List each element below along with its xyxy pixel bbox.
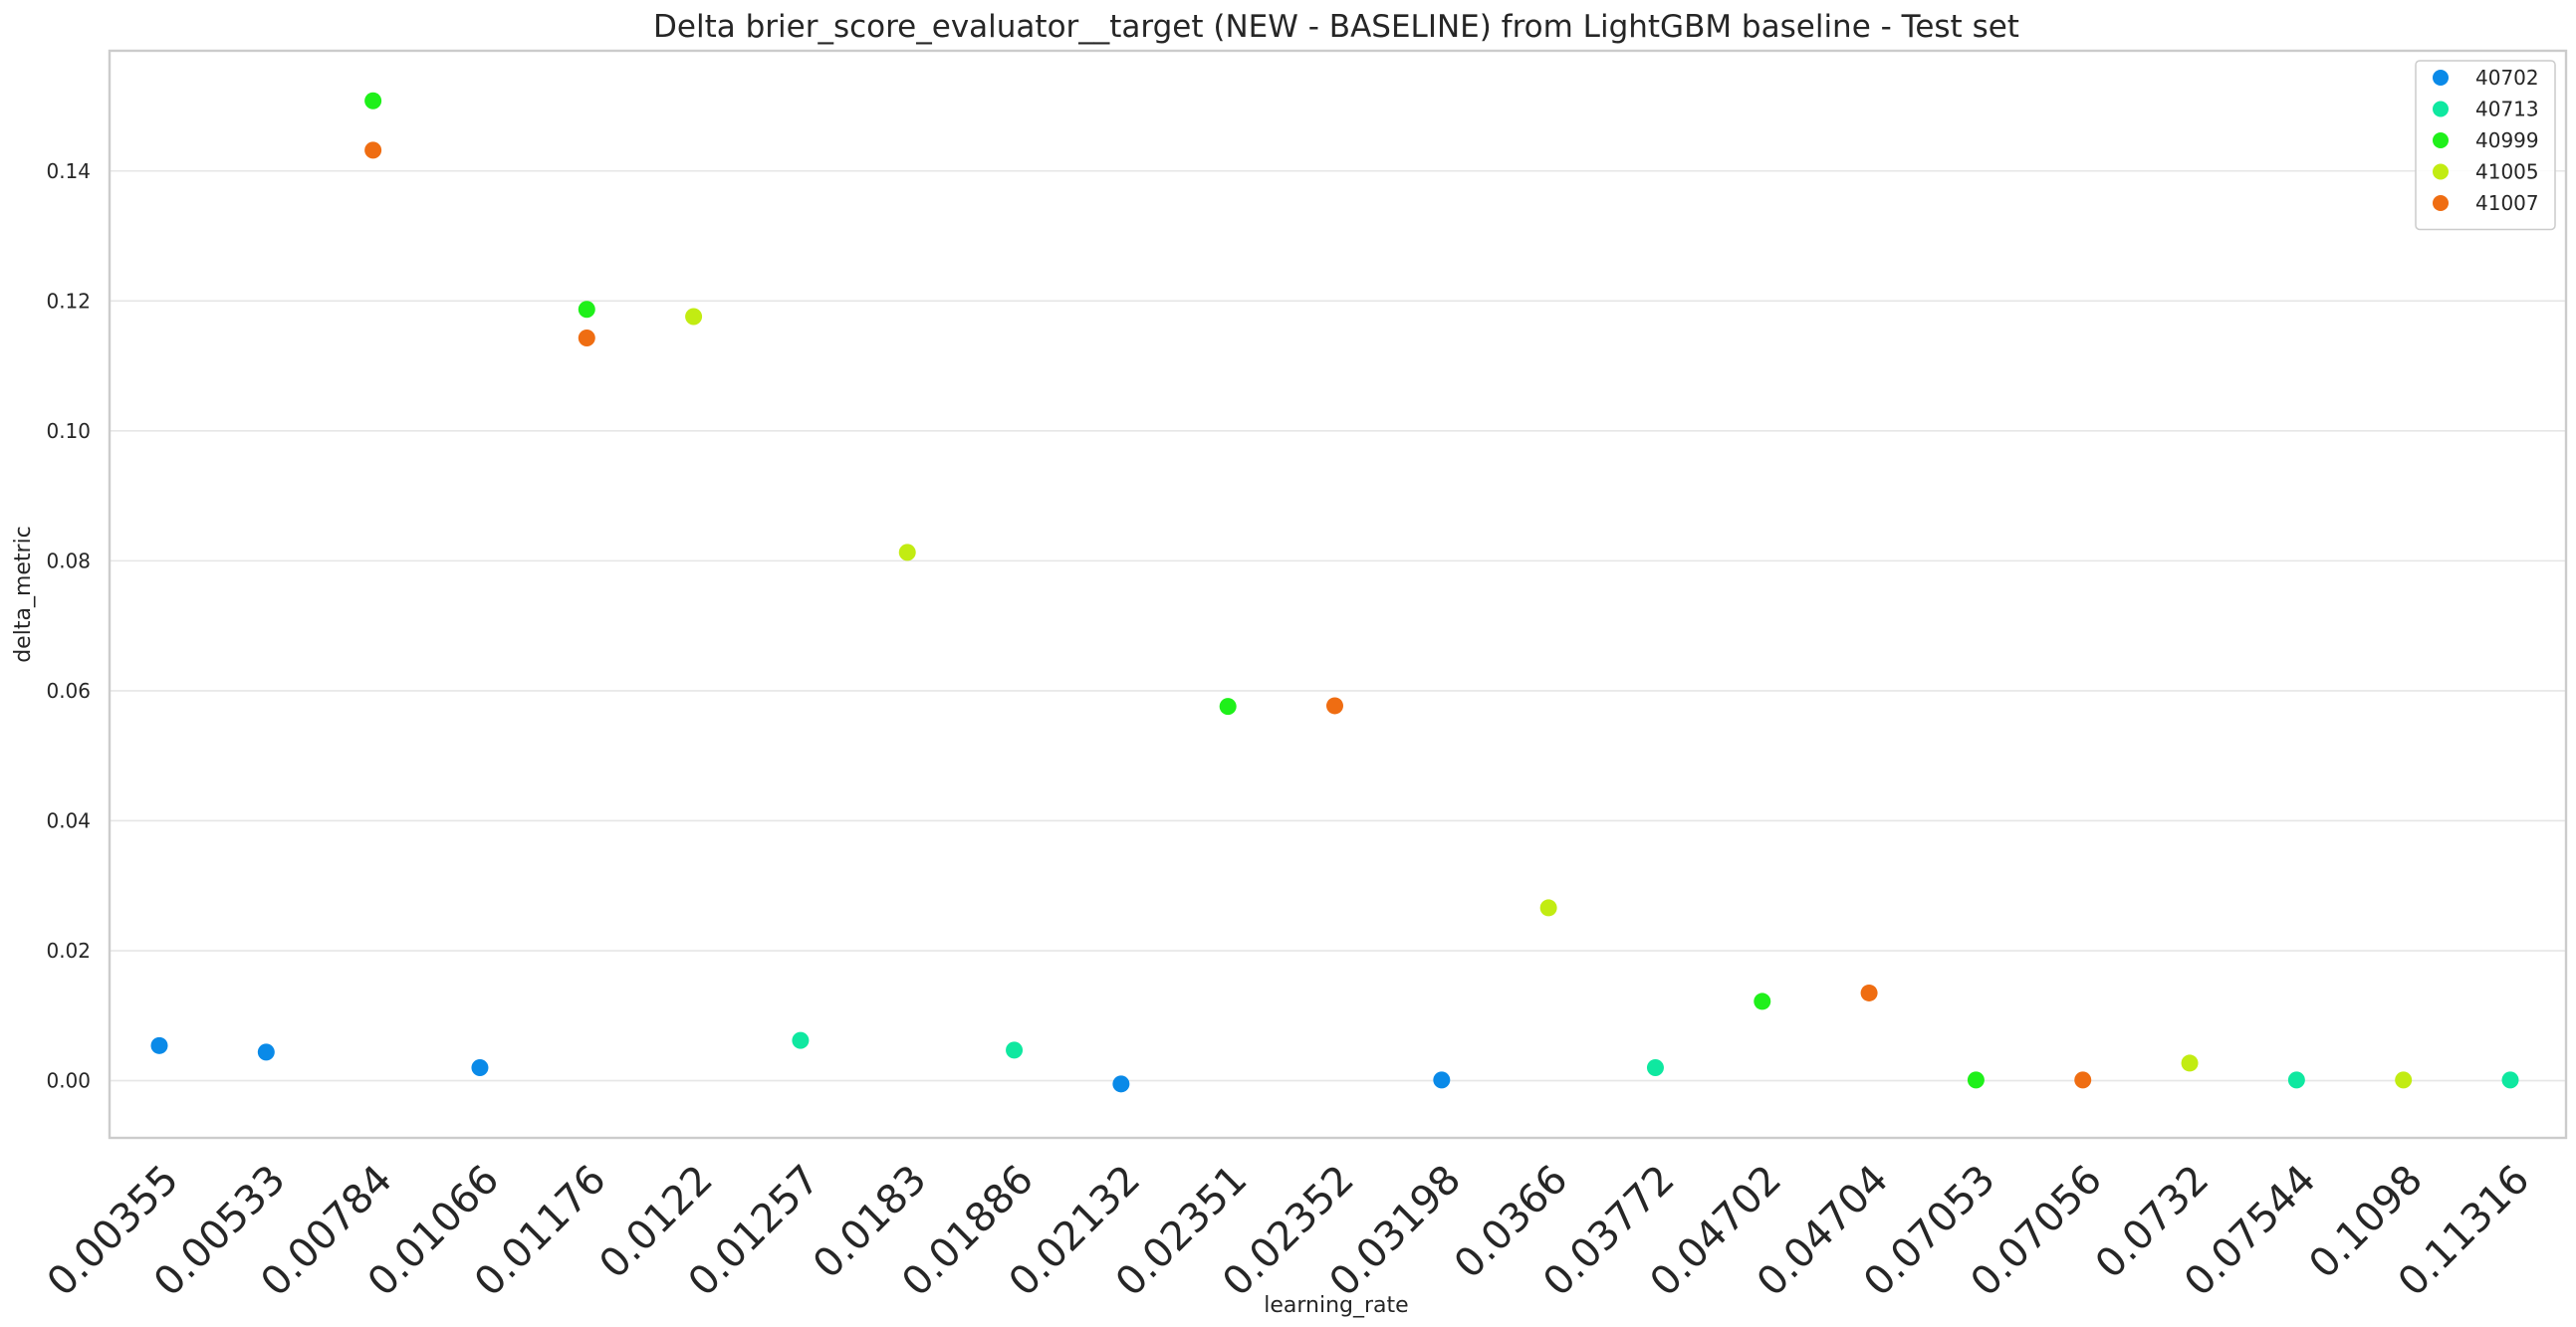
data-point-40713 <box>2501 1071 2519 1089</box>
data-point-41005 <box>1539 899 1557 917</box>
data-point-41007 <box>1860 984 1878 1001</box>
y-tick-label: 0.10 <box>46 419 91 443</box>
y-tick-label: 0.12 <box>46 289 91 313</box>
data-point-40702 <box>471 1059 489 1077</box>
data-point-40713 <box>1006 1041 1024 1059</box>
x-axis: 0.003550.005330.007840.010660.011760.012… <box>39 1157 2538 1305</box>
data-point-40999 <box>1967 1071 1985 1089</box>
data-point-41007 <box>2074 1071 2092 1089</box>
legend-marker <box>2433 195 2449 211</box>
data-point-40702 <box>150 1036 168 1054</box>
legend-marker <box>2433 163 2449 180</box>
data-point-40999 <box>1754 993 1771 1010</box>
y-axis: 0.00 0.02 0.04 0.06 0.08 0.10 0.12 0.14 <box>46 159 91 1093</box>
data-point-41005 <box>685 308 703 326</box>
legend-marker <box>2433 70 2449 86</box>
data-point-40999 <box>1219 698 1237 716</box>
y-tick-label: 0.00 <box>46 1069 91 1093</box>
legend-box <box>2415 60 2556 231</box>
data-point-40999 <box>364 92 382 110</box>
data-point-40713 <box>1646 1059 1664 1077</box>
y-tick-label: 0.08 <box>46 549 91 572</box>
legend-label: 40713 <box>2475 98 2539 121</box>
data-point-41007 <box>1326 697 1343 715</box>
legend-label: 40702 <box>2475 66 2539 90</box>
legend-label: 41005 <box>2475 160 2539 184</box>
data-point-41007 <box>578 330 595 347</box>
y-tick-label: 0.02 <box>46 939 91 963</box>
data-point-40713 <box>792 1031 810 1049</box>
plot-area <box>108 49 2568 1140</box>
legend-marker <box>2433 101 2449 117</box>
data-point-40999 <box>578 301 595 319</box>
y-tick-label: 0.04 <box>46 808 91 832</box>
y-tick-label: 0.06 <box>46 679 91 703</box>
data-point-40702 <box>1433 1071 1451 1089</box>
y-axis-label: delta_metric <box>11 526 36 663</box>
data-point-41007 <box>364 141 382 159</box>
data-point-41005 <box>2395 1071 2413 1089</box>
data-point-40702 <box>1112 1075 1130 1093</box>
data-points <box>150 92 2519 1093</box>
chart-title: Delta brier_score_evaluator__target (NEW… <box>653 9 2019 45</box>
legend-label: 41007 <box>2475 191 2539 215</box>
data-point-41005 <box>898 544 916 561</box>
y-tick-label: 0.14 <box>46 159 91 183</box>
legend: 40702 40713 40999 41005 41007 <box>2415 60 2556 231</box>
legend-marker <box>2433 132 2449 148</box>
data-point-40702 <box>257 1043 275 1061</box>
data-point-40713 <box>2287 1071 2305 1089</box>
gridlines <box>110 169 2566 1082</box>
x-axis-label: learning_rate <box>1264 1293 1408 1318</box>
data-point-41005 <box>2181 1054 2199 1072</box>
legend-label: 40999 <box>2475 128 2539 152</box>
